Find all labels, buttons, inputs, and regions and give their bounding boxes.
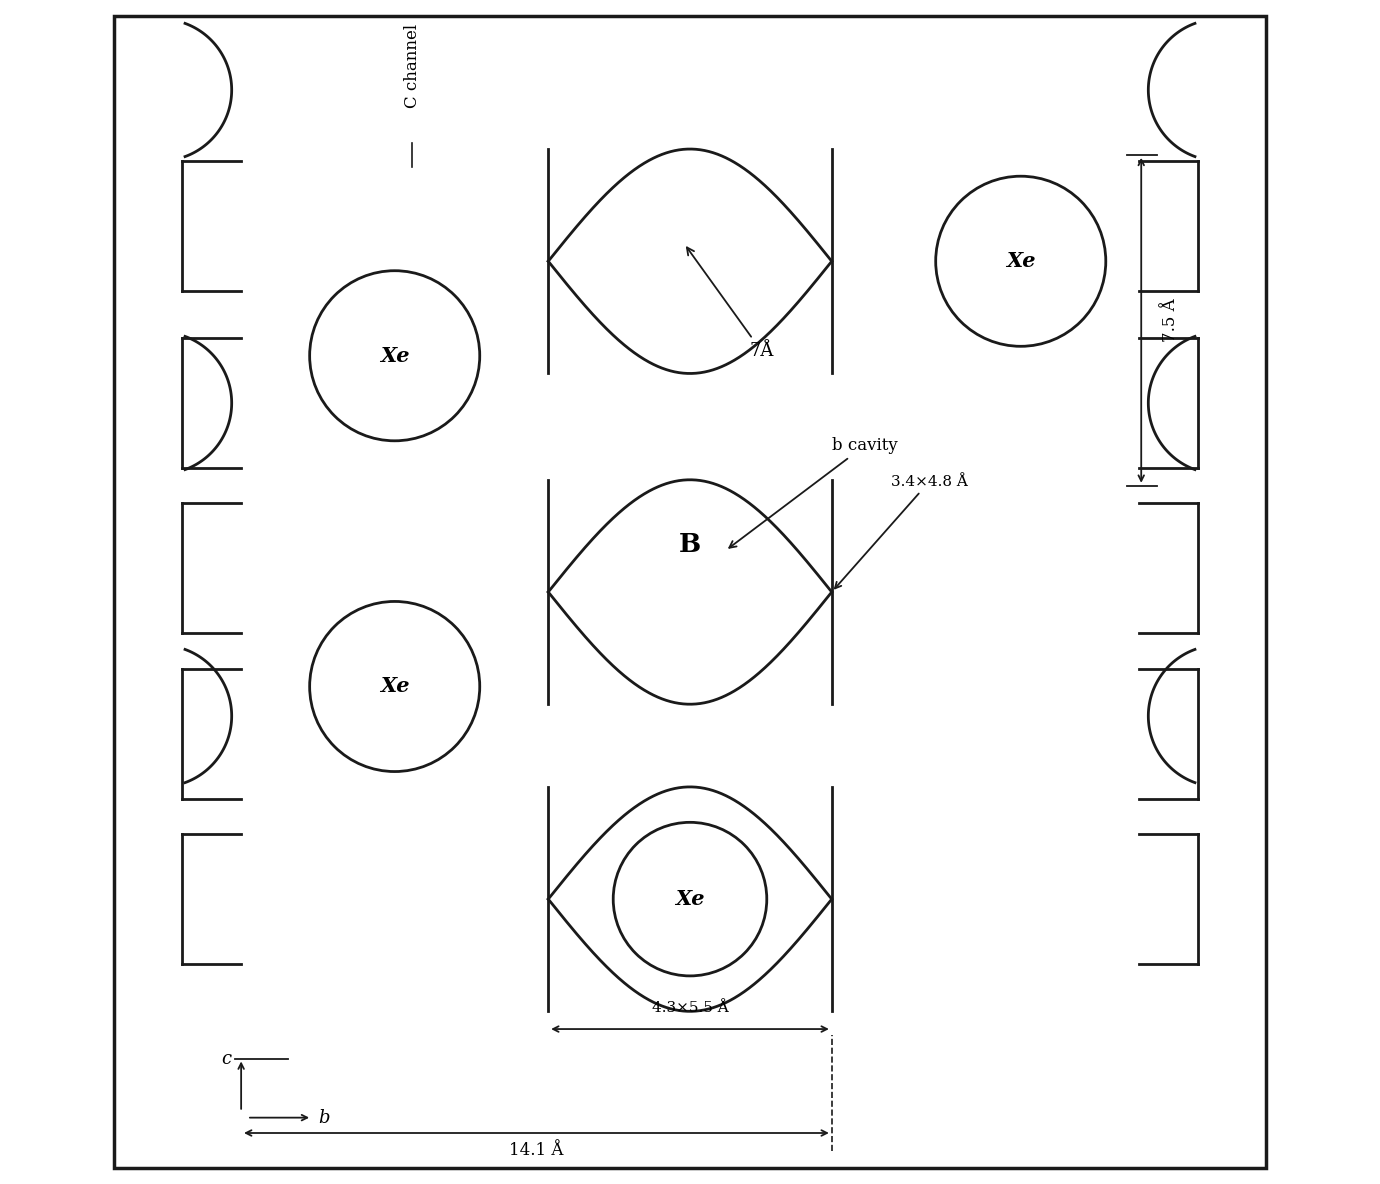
Circle shape: [613, 823, 767, 976]
FancyBboxPatch shape: [113, 15, 1267, 1169]
Circle shape: [309, 601, 480, 772]
Text: B: B: [679, 533, 701, 558]
Polygon shape: [548, 149, 832, 373]
Circle shape: [936, 176, 1105, 346]
Text: 3.4×4.8 Å: 3.4×4.8 Å: [835, 475, 967, 588]
Text: Xe: Xe: [675, 889, 705, 909]
Text: c: c: [222, 1049, 232, 1068]
Text: C channel: C channel: [404, 25, 421, 109]
Text: Xe: Xe: [380, 346, 410, 366]
Text: 7Å: 7Å: [687, 247, 773, 360]
Text: 14.1 Å: 14.1 Å: [509, 1143, 563, 1159]
Text: b cavity: b cavity: [729, 437, 897, 548]
Text: Xe: Xe: [1006, 251, 1035, 271]
Polygon shape: [548, 480, 832, 704]
Polygon shape: [548, 787, 832, 1011]
Text: 4.3×5.5 Å: 4.3×5.5 Å: [651, 1000, 729, 1015]
Text: Xe: Xe: [380, 676, 410, 696]
Circle shape: [309, 271, 480, 440]
Text: 7.5 Å: 7.5 Å: [1162, 298, 1180, 342]
Text: b: b: [317, 1108, 330, 1127]
